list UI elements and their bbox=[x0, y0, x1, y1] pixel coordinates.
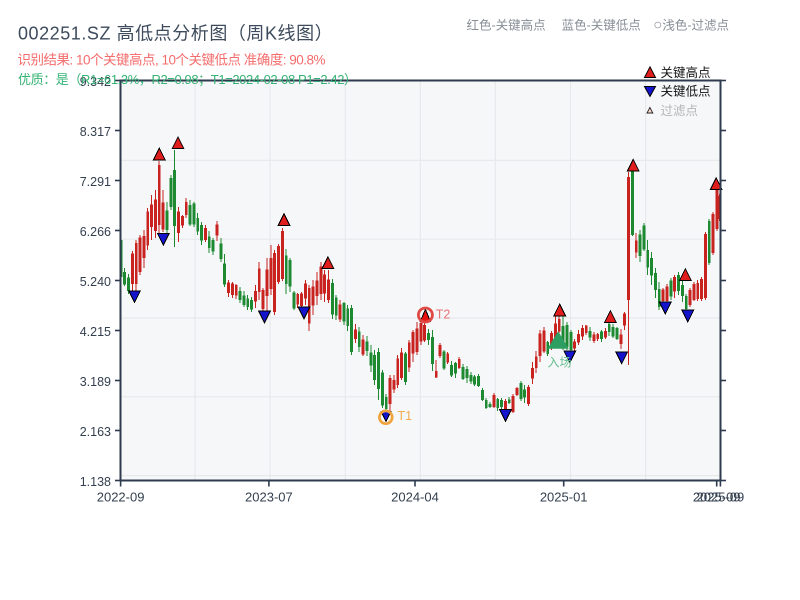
svg-text:2.163: 2.163 bbox=[80, 425, 111, 439]
svg-text:8.317: 8.317 bbox=[80, 125, 111, 139]
svg-text:2025-09: 2025-09 bbox=[693, 490, 741, 505]
svg-text:优质：是（R1=61.3%，R2=0.98；T1=2024-: 优质：是（R1=61.3%，R2=0.98；T1=2024-02-08 P1=2… bbox=[18, 72, 357, 88]
svg-text:红色-关键高点 蓝色-关键低点 ○浅色-过滤点: 红色-关键高点 蓝色-关键低点 ○浅色-过滤点 bbox=[466, 17, 729, 34]
svg-text:过滤点: 过滤点 bbox=[661, 104, 699, 118]
svg-text:7.291: 7.291 bbox=[80, 175, 111, 189]
svg-text:2023-07: 2023-07 bbox=[245, 490, 293, 505]
svg-text:002251.SZ 高低点分析图（周K线图）: 002251.SZ 高低点分析图（周K线图） bbox=[18, 24, 333, 44]
svg-text:3.189: 3.189 bbox=[80, 375, 111, 389]
svg-text:6.266: 6.266 bbox=[80, 225, 111, 239]
svg-text:5.240: 5.240 bbox=[80, 275, 111, 289]
svg-text:2025-09: 2025-09 bbox=[697, 490, 745, 505]
svg-text:入场: 入场 bbox=[548, 356, 572, 370]
svg-text:T1: T1 bbox=[398, 409, 413, 423]
svg-text:识别结果: 10个关键高点, 10个关键低点 准确度: 9: 识别结果: 10个关键高点, 10个关键低点 准确度: 90.8% bbox=[18, 51, 326, 67]
svg-text:4.215: 4.215 bbox=[80, 325, 111, 339]
svg-text:2024-04: 2024-04 bbox=[391, 490, 439, 505]
svg-text:2022-09: 2022-09 bbox=[97, 490, 145, 505]
svg-text:关键高点: 关键高点 bbox=[661, 65, 711, 80]
svg-text:9.342: 9.342 bbox=[80, 75, 111, 89]
svg-text:T2: T2 bbox=[436, 307, 451, 321]
svg-text:关键低点: 关键低点 bbox=[661, 85, 711, 99]
svg-text:1.138: 1.138 bbox=[80, 475, 111, 489]
svg-text:2025-01: 2025-01 bbox=[540, 490, 588, 505]
